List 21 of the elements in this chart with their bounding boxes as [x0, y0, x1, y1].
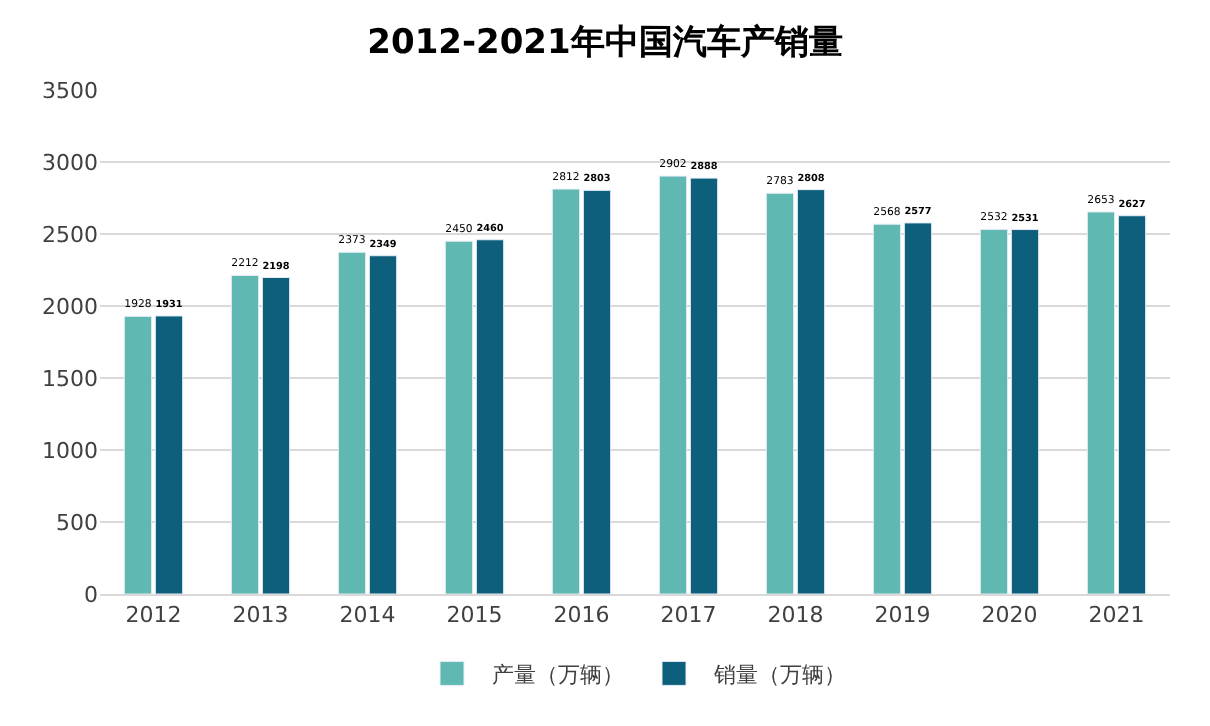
- x-tick-label: 2019: [874, 602, 931, 629]
- y-tick-label: 1500: [42, 365, 98, 392]
- x-tick-label: 2016: [553, 602, 610, 629]
- y-tick-label: 2500: [42, 221, 98, 248]
- x-tick-label: 2017: [660, 602, 717, 629]
- y-tick-label: 1000: [42, 437, 98, 464]
- y-tick-label: 0: [84, 581, 98, 608]
- x-tick-label: 2020: [981, 602, 1038, 629]
- y-tick-label: 2000: [42, 293, 98, 320]
- y-tick-label: 500: [56, 509, 98, 536]
- y-tick-label: 3000: [42, 149, 98, 176]
- x-tick-label: 2018: [767, 602, 824, 629]
- y-tick-label: 3500: [42, 77, 98, 104]
- x-tick-label: 2012: [125, 602, 182, 629]
- x-tick-label: 2021: [1088, 602, 1145, 629]
- x-tick-label: 2013: [232, 602, 289, 629]
- x-tick-label: 2015: [446, 602, 503, 629]
- legend-label: 产量（万辆）: [492, 661, 624, 688]
- chart-title: 2012-2021年中国汽车产销量: [367, 22, 843, 63]
- legend-label: 销量（万辆）: [712, 661, 846, 688]
- x-tick-label: 2014: [339, 602, 396, 629]
